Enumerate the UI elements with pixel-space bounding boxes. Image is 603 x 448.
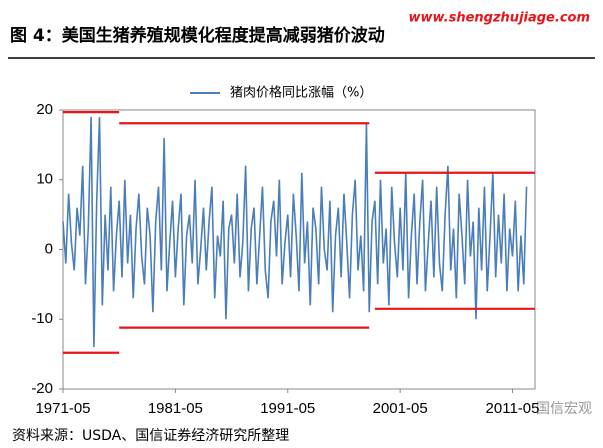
data-line <box>62 116 528 348</box>
x-tick-label: 2011-05 <box>486 400 540 417</box>
y-tick-label: -20 <box>31 380 53 397</box>
y-tick-label: -10 <box>31 310 53 327</box>
source-note: 资料来源：USDA、国信证券经济研究所整理 <box>12 428 289 444</box>
y-tick-label: 0 <box>45 240 53 257</box>
x-tick-label: 1981-05 <box>148 400 203 417</box>
logo: 国信宏观 <box>536 401 592 417</box>
legend-label: 猪肉价格同比涨幅（%） <box>230 85 372 101</box>
plot-frame <box>62 109 536 390</box>
x-tick-label: 1991-05 <box>260 400 315 417</box>
y-tick-label: 10 <box>36 171 53 188</box>
x-tick-label: 2001-05 <box>373 400 428 417</box>
chart-title: 图 4：美国生猪养殖规模化程度提高减弱猪价波动 <box>10 25 385 46</box>
y-tick-label: 20 <box>36 101 53 118</box>
x-tick-label: 1971-05 <box>35 400 90 417</box>
watermark: www.shengzhujiage.com <box>408 11 590 26</box>
